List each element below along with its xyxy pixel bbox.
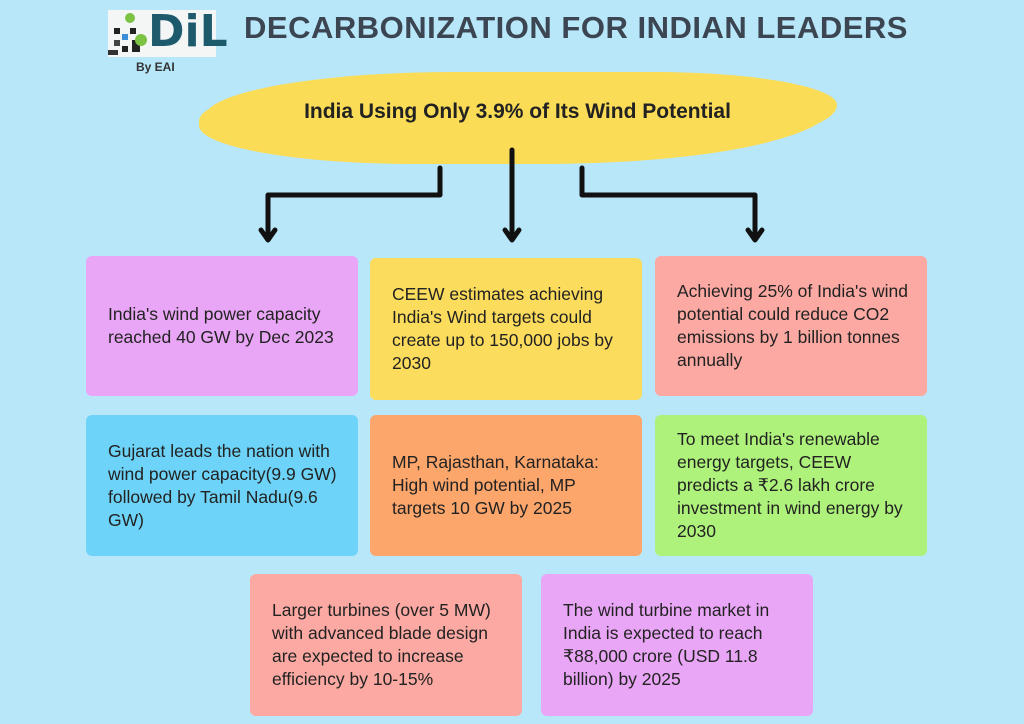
page-title: DECARBONIZATION FOR INDIAN LEADERS [244, 10, 908, 45]
fact-text: Larger turbines (over 5 MW) with advance… [272, 600, 491, 689]
fact-text: MP, Rajasthan, Karnataka: High wind pote… [392, 452, 599, 518]
connector-arrows [258, 147, 765, 243]
fact-text: The wind turbine market in India is expe… [563, 600, 770, 689]
fact-card-wind-capacity: India's wind power capacity reached 40 G… [86, 256, 358, 396]
fact-text: India's wind power capacity reached 40 G… [108, 304, 334, 347]
fact-card-market: The wind turbine market in India is expe… [541, 574, 813, 716]
dil-logo: DiL [108, 6, 228, 57]
fact-card-turbines: Larger turbines (over 5 MW) with advance… [250, 574, 522, 716]
logo-text: DiL [148, 6, 228, 57]
city-grid-icon [108, 13, 147, 55]
headline-text: India Using Only 3.9% of Its Wind Potent… [304, 100, 731, 123]
logo-subtitle: By EAI [136, 60, 175, 74]
fact-card-states: MP, Rajasthan, Karnataka: High wind pote… [370, 415, 642, 556]
fact-text: Gujarat leads the nation with wind power… [108, 440, 337, 530]
arrow-left [265, 165, 443, 241]
fact-card-co2: Achieving 25% of India's wind potential … [655, 256, 927, 396]
headline-banner [205, 72, 830, 162]
fact-card-jobs: CEEW estimates achieving India's Wind ta… [370, 258, 642, 400]
fact-card-investment: To meet India's renewable energy targets… [655, 415, 927, 556]
fact-text: CEEW estimates achieving India's Wind ta… [392, 284, 613, 373]
fact-card-gujarat: Gujarat leads the nation with wind power… [86, 415, 358, 556]
fact-text: To meet India's renewable energy targets… [677, 429, 903, 541]
arrow-right [579, 165, 758, 241]
fact-text: Achieving 25% of India's wind potential … [677, 281, 908, 370]
